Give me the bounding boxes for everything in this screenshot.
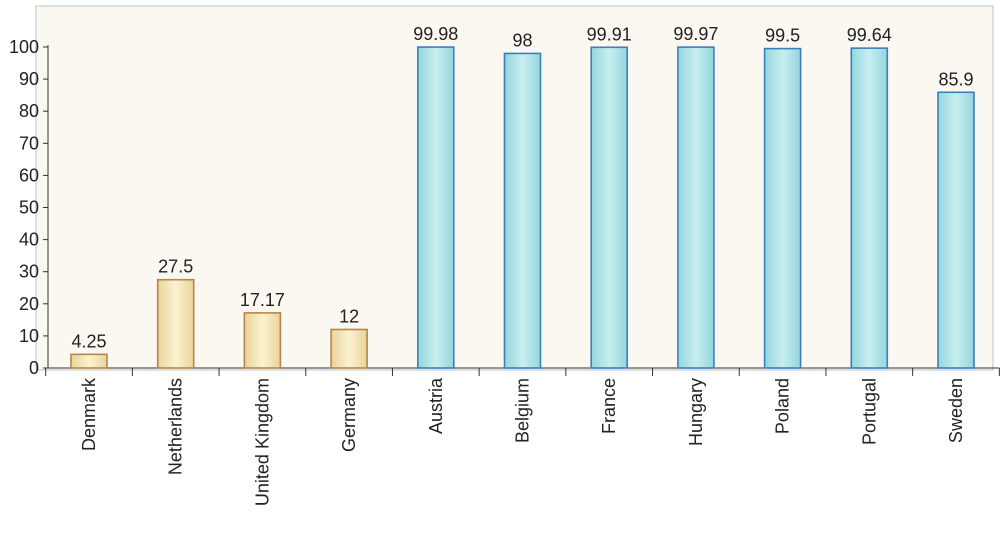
- y-tick-label: 100: [9, 37, 39, 57]
- data-label: 99.98: [413, 24, 458, 44]
- y-tick-label: 90: [19, 69, 39, 89]
- category-label: Portugal: [859, 378, 879, 445]
- category-label: Austria: [426, 377, 446, 434]
- y-tick-label: 10: [19, 326, 39, 346]
- category-label: Denmark: [79, 377, 99, 451]
- bar: [677, 46, 715, 369]
- bar: [330, 328, 368, 369]
- y-tick-label: 40: [19, 230, 39, 250]
- y-tick-label: 80: [19, 101, 39, 121]
- category-label: Belgium: [513, 378, 533, 443]
- bar: [70, 353, 108, 369]
- data-label: 4.25: [71, 331, 106, 351]
- data-label: 98: [512, 30, 532, 50]
- data-label: 27.5: [158, 257, 193, 277]
- data-label: 99.97: [673, 24, 718, 44]
- y-tick-label: 70: [19, 133, 39, 153]
- category-label: Poland: [773, 378, 793, 434]
- category-label: Netherlands: [166, 378, 186, 475]
- data-label: 99.5: [765, 26, 800, 46]
- data-label: 99.64: [847, 25, 892, 45]
- category-label: France: [599, 378, 619, 434]
- category-label: Germany: [339, 378, 359, 452]
- bar: [937, 91, 975, 369]
- bar: [416, 46, 455, 369]
- bar: [763, 47, 802, 369]
- data-label: 99.91: [587, 24, 632, 44]
- y-tick-label: 20: [19, 294, 39, 314]
- y-tick-label: 60: [19, 165, 39, 185]
- category-label: United Kingdom: [252, 378, 272, 506]
- data-label: 85.9: [938, 69, 973, 89]
- data-label: 17.17: [240, 290, 285, 310]
- category-label: Hungary: [686, 378, 706, 446]
- y-tick-label: 30: [19, 262, 39, 282]
- bar: [243, 312, 282, 369]
- y-tick-label: 50: [19, 198, 39, 218]
- y-tick-label: 0: [29, 358, 39, 378]
- data-label: 12: [339, 306, 359, 326]
- bar: [590, 46, 629, 369]
- bar: [503, 52, 542, 369]
- bar: [156, 278, 195, 369]
- bar: [850, 47, 889, 369]
- category-label: Sweden: [946, 378, 966, 443]
